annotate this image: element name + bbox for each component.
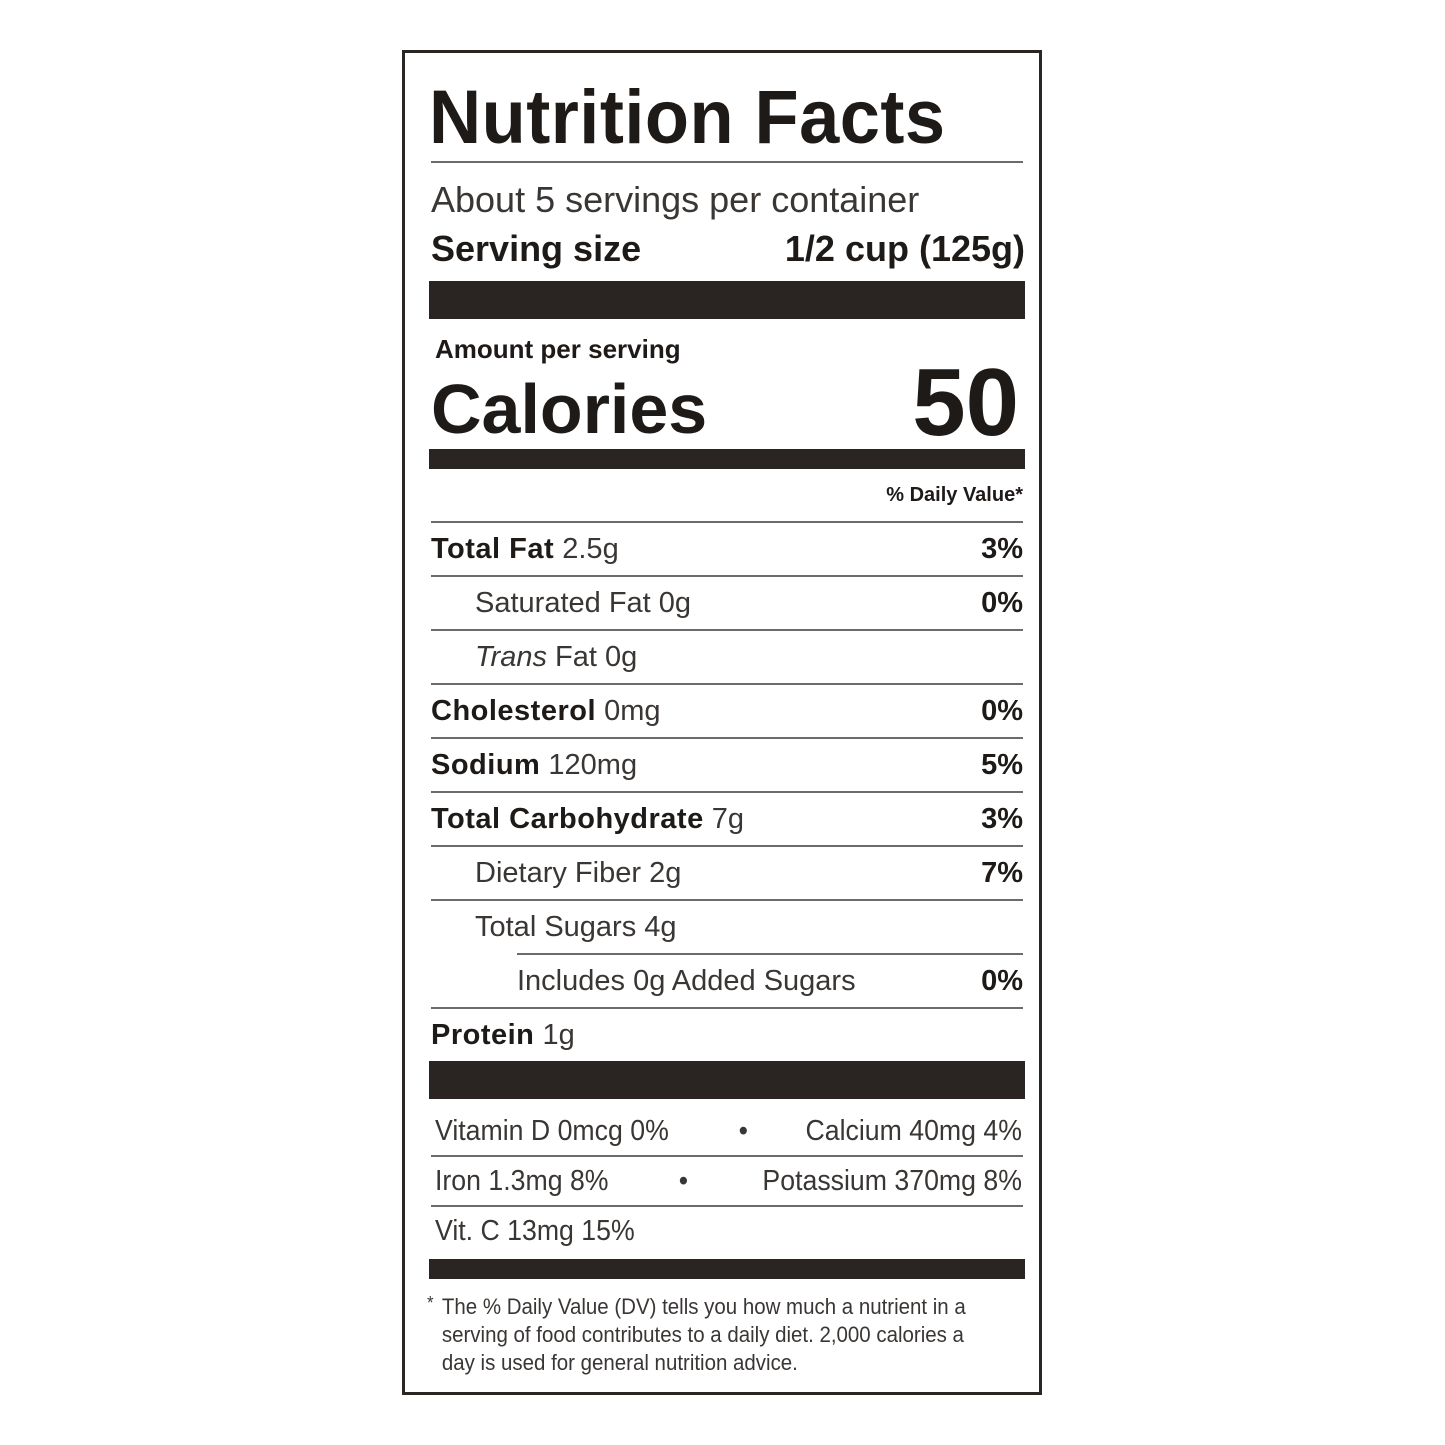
nutrient-daily-value: 0% (981, 695, 1023, 727)
vitamin-row: Vit. C 13mg 15% (435, 1211, 976, 1251)
divider (431, 845, 1023, 847)
nutrient-amount: 4g (644, 911, 677, 943)
nutrient-row: Protein 1g (431, 1015, 1023, 1055)
nutrient-row: Dietary Fiber 2g 7% (431, 853, 1023, 893)
vitamin-row: Vitamin D 0mcg 0% • Calcium 40mg 4% (435, 1111, 1022, 1151)
nutrient-name: Saturated Fat (475, 587, 651, 619)
nutrient-amount: 0g (605, 641, 638, 673)
thick-bar (429, 1061, 1025, 1099)
nutrient-daily-value: 5% (981, 749, 1023, 781)
nutrient-daily-value: 7% (981, 857, 1023, 889)
vitamin-left: Vit. C 13mg 15% (435, 1215, 635, 1247)
nutrient-daily-value: 3% (981, 803, 1023, 835)
divider (431, 791, 1023, 793)
footnote-line: day is used for general nutrition advice… (441, 1350, 798, 1375)
nutrient-amount: 0g (658, 587, 692, 619)
serving-size-row: Serving size 1/2 cup (125g) (431, 227, 1025, 271)
vitamin-right: Calcium 40mg 4% (805, 1115, 1022, 1147)
nutrient-name: Protein (431, 1019, 535, 1051)
nutrient-name-italic: Trans (475, 641, 547, 673)
divider (431, 899, 1023, 901)
nutrient-name: Total Fat (431, 533, 555, 565)
serving-size-value: 1/2 cup (125g) (784, 228, 1025, 269)
calories-label: Calories (431, 370, 708, 448)
nutrient-amount: 7g (711, 803, 745, 835)
serving-size-label: Serving size (431, 228, 642, 269)
daily-value-header: % Daily Value* (886, 484, 1023, 506)
nutrient-row: Total Sugars 4g (431, 907, 1023, 947)
nutrient-amount: 2g (649, 857, 682, 889)
nutrient-row: Trans Fat 0g (431, 637, 1023, 677)
divider (431, 683, 1023, 685)
footnote-line: serving of food contributes to a daily d… (441, 1322, 964, 1347)
footnote-marker: * (427, 1293, 434, 1313)
bullet-separator: • (738, 1115, 748, 1147)
thick-bar (429, 281, 1025, 319)
divider (431, 521, 1023, 523)
amount-per-serving: Amount per serving (435, 334, 681, 364)
footnote-line: The % Daily Value (DV) tells you how muc… (441, 1294, 966, 1319)
nutrient-row: Cholesterol 0mg 0% (431, 691, 1023, 731)
divider (431, 1007, 1023, 1009)
calories-value: 50 (912, 349, 1019, 456)
nutrient-name: Fat (555, 641, 597, 673)
nutrient-row: Includes 0g Added Sugars 0% (431, 961, 1023, 1001)
nutrient-row: Saturated Fat 0g 0% (431, 583, 1023, 623)
label-title: Nutrition Facts (429, 75, 946, 160)
vitamin-left: Vitamin D 0mcg 0% (435, 1115, 669, 1147)
servings-per-container: About 5 servings per container (431, 179, 920, 220)
nutrient-name: Dietary Fiber (475, 857, 641, 889)
vitamin-right: Potassium 370mg 8% (762, 1165, 1022, 1197)
nutrient-daily-value: 0% (981, 965, 1023, 997)
nutrient-amount: 120mg (548, 749, 638, 781)
divider (431, 737, 1023, 739)
divider (431, 575, 1023, 577)
nutrient-amount: 0mg (604, 695, 661, 727)
divider (431, 629, 1023, 631)
divider (431, 1205, 1023, 1207)
divider (431, 1155, 1023, 1157)
nutrient-daily-value: 3% (981, 533, 1023, 565)
divider (431, 161, 1023, 163)
bullet-separator: • (678, 1165, 689, 1197)
nutrient-row: Total Carbohydrate 7g 3% (431, 799, 1023, 839)
calories-row: Calories 50 (431, 353, 1019, 453)
medium-bar (429, 449, 1025, 469)
nutrient-amount: 2.5g (562, 533, 619, 565)
nutrition-facts-label: Nutrition Facts About 5 servings per con… (402, 50, 1042, 1395)
divider (517, 953, 1023, 955)
nutrient-amount: 1g (542, 1019, 575, 1051)
vitamin-row: Iron 1.3mg 8% • Potassium 370mg 8% (435, 1161, 1022, 1201)
nutrient-daily-value: 0% (981, 587, 1023, 619)
nutrient-row: Total Fat 2.5g 3% (431, 529, 1023, 569)
nutrient-row: Sodium 120mg 5% (431, 745, 1023, 785)
footnote: * The % Daily Value (DV) tells you how m… (427, 1293, 985, 1377)
nutrient-name: Total Sugars (475, 911, 637, 943)
nutrient-name: Cholesterol (431, 695, 597, 727)
vitamin-left: Iron 1.3mg 8% (435, 1165, 609, 1197)
nutrient-name: Total Carbohydrate (431, 803, 704, 835)
medium-bar (429, 1259, 1025, 1279)
nutrient-name: Includes 0g Added Sugars (517, 965, 856, 997)
nutrient-name: Sodium (431, 749, 541, 781)
